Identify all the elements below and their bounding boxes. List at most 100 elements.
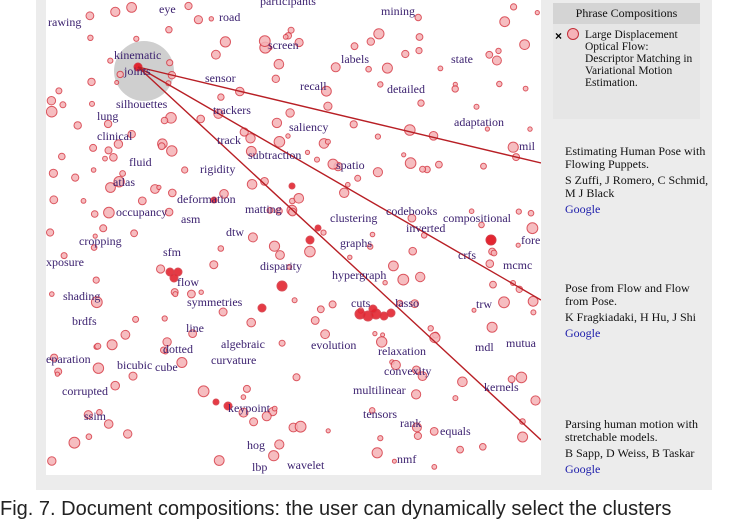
document-dot[interactable] [365, 65, 372, 73]
document-dot[interactable] [197, 385, 210, 398]
document-dot[interactable] [278, 339, 286, 347]
document-dot[interactable] [294, 37, 304, 48]
document-dot[interactable] [120, 329, 131, 340]
phrase-word[interactable]: track [217, 133, 241, 147]
phrase-word[interactable]: evolution [311, 338, 356, 352]
document-dot[interactable] [291, 297, 298, 304]
document-dot[interactable] [128, 371, 138, 381]
document-dot[interactable] [218, 307, 228, 317]
phrase-word[interactable]: trackers [213, 103, 251, 117]
document-dot[interactable] [473, 103, 480, 110]
document-dot[interactable] [55, 87, 63, 95]
document-dot[interactable] [486, 321, 498, 333]
document-dot[interactable] [85, 433, 93, 441]
google-link[interactable]: Google [565, 202, 601, 216]
document-dot[interactable] [68, 436, 81, 449]
document-dot[interactable] [109, 153, 118, 162]
document-dot[interactable] [273, 136, 286, 148]
phrase-word[interactable]: nmf [397, 452, 416, 466]
document-dot[interactable] [110, 6, 121, 17]
document-dot[interactable] [415, 47, 423, 55]
phrase-word[interactable]: mcmc [503, 258, 532, 272]
phrase-word[interactable]: joints [123, 64, 151, 78]
document-dot[interactable] [166, 145, 178, 157]
document-dot[interactable] [491, 55, 502, 66]
document-dot[interactable] [223, 401, 233, 411]
phrase-word[interactable]: relaxation [378, 344, 426, 358]
document-dot[interactable] [490, 249, 498, 257]
document-dot[interactable] [485, 50, 494, 59]
document-dot[interactable] [103, 419, 114, 429]
document-dot[interactable] [457, 376, 468, 388]
phrase-word[interactable]: saliency [289, 120, 328, 134]
document-dot[interactable] [382, 280, 388, 286]
document-dot[interactable] [415, 33, 424, 41]
document-dot[interactable] [164, 207, 174, 217]
document-dot[interactable] [92, 362, 105, 374]
phrase-word[interactable]: kernels [484, 380, 519, 394]
document-dot[interactable] [249, 417, 259, 427]
document-dot[interactable] [468, 208, 475, 214]
phrase-word[interactable]: recall [300, 79, 327, 93]
document-dot[interactable] [276, 280, 288, 292]
document-dot[interactable] [330, 62, 341, 73]
document-dot[interactable] [391, 458, 397, 464]
document-dot[interactable] [411, 422, 422, 433]
phrase-word[interactable]: matting [245, 202, 282, 216]
document-dot[interactable] [104, 146, 113, 155]
document-dot[interactable] [46, 105, 58, 118]
phrase-word[interactable]: flow [177, 275, 199, 289]
phrase-word[interactable]: clustering [330, 211, 377, 225]
phrase-word[interactable]: xposure [46, 255, 84, 269]
phrase-word[interactable]: mining [381, 4, 415, 18]
phrase-word[interactable]: deformation [177, 192, 236, 206]
document-dot[interactable] [515, 371, 528, 384]
document-dot[interactable] [534, 10, 540, 16]
document-dot[interactable] [515, 208, 522, 215]
document-dot[interactable] [377, 81, 384, 88]
document-dot[interactable] [519, 418, 526, 425]
phrase-word[interactable]: algebraic [221, 337, 265, 351]
document-dot[interactable] [367, 243, 374, 250]
document-dot[interactable] [507, 141, 519, 153]
document-dot[interactable] [288, 207, 297, 217]
document-dot[interactable] [480, 162, 487, 170]
phrase-word[interactable]: silhouettes [116, 97, 168, 111]
document-dot[interactable] [59, 101, 67, 109]
document-dot[interactable] [412, 365, 421, 375]
document-dot[interactable] [530, 309, 537, 316]
phrase-word[interactable]: hog [247, 438, 265, 452]
document-dot[interactable] [527, 126, 533, 132]
document-dot[interactable] [105, 182, 116, 193]
document-dot[interactable] [113, 139, 124, 149]
phrase-word[interactable]: screen [268, 38, 299, 52]
document-dot[interactable] [507, 375, 516, 384]
document-dot[interactable] [305, 235, 315, 245]
phrase-word[interactable]: keypoint [228, 401, 271, 415]
document-dot[interactable] [246, 179, 258, 190]
phrase-word[interactable]: kinematic [114, 48, 161, 62]
document-dot[interactable] [90, 244, 98, 251]
document-dot[interactable] [193, 15, 203, 25]
document-dot[interactable] [238, 407, 249, 418]
document-dot[interactable] [366, 37, 375, 46]
document-dot[interactable] [71, 173, 80, 182]
document-dot[interactable] [452, 395, 459, 402]
phrase-word[interactable]: cropping [79, 234, 122, 248]
phrase-word[interactable]: detailed [387, 82, 425, 96]
document-dot[interactable] [210, 196, 218, 204]
phrase-word[interactable]: bicubic [117, 358, 152, 372]
document-dot[interactable] [396, 299, 404, 307]
document-dot[interactable] [271, 117, 283, 129]
document-dot[interactable] [184, 1, 193, 11]
document-dot[interactable] [156, 184, 162, 190]
document-dot[interactable] [484, 126, 490, 132]
document-dot[interactable] [217, 245, 225, 252]
document-dot[interactable] [515, 242, 521, 248]
document-dot[interactable] [181, 166, 189, 174]
document-dot[interactable] [87, 77, 96, 87]
document-dot[interactable] [427, 325, 434, 332]
document-dot[interactable] [350, 42, 359, 51]
document-dot[interactable] [107, 57, 114, 64]
document-dot[interactable] [404, 124, 416, 136]
